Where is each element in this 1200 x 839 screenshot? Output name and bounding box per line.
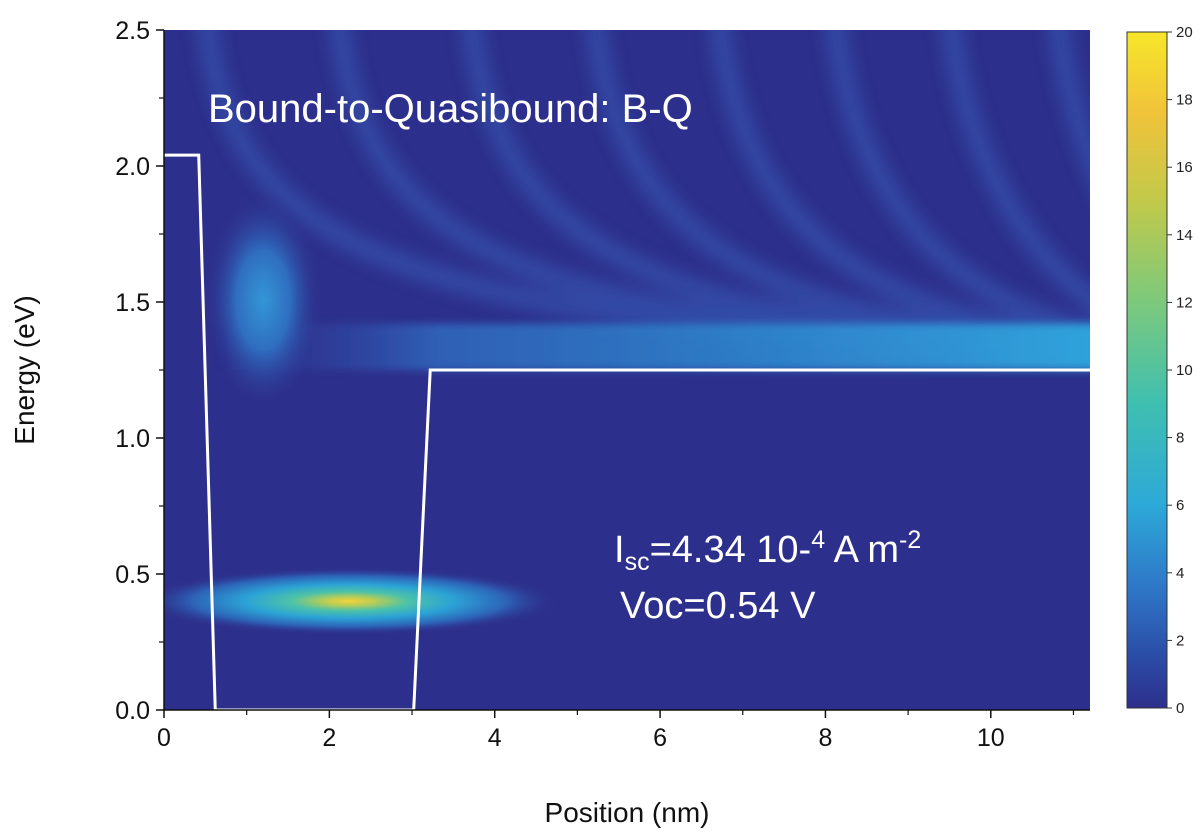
y-tick-label: 0.5 [115,561,150,589]
x-tick-label: 0 [157,724,171,752]
isc-value: =4.34 10- [650,529,812,571]
y-tick-label: 0.0 [115,697,150,725]
x-tick-label: 10 [977,724,1005,752]
colorbar-ticks: 0 2 4 6 8 10 12 14 16 18 20 [1167,24,1193,717]
x-tick-label: 6 [653,724,667,752]
intensity-field [164,30,1090,636]
colorbar-tick-label: 6 [1176,497,1184,514]
colorbar-tick-label: 4 [1176,565,1184,582]
isc-label: Isc=4.34 10-4 A m-2 [614,526,921,576]
x-tick-label: 8 [818,724,832,752]
x-axis-label: Position (nm) [545,797,710,828]
colorbar-tick-label: 0 [1176,700,1184,717]
x-ticks: 0 2 4 6 8 10 [157,710,1075,752]
x-tick-label: 4 [488,724,502,752]
voc-label: Voc=0.54 V [620,585,816,627]
y-axis-label: Energy (eV) [9,295,40,444]
y-ticks: 0.0 0.5 1.0 1.5 2.0 2.5 [115,17,164,725]
continuum-stripe [824,30,1090,344]
quasibound-state-peak [203,179,324,400]
isc-exponent: 4 [811,526,825,554]
mechanism-label: Bound-to-Quasibound: B-Q [208,87,693,131]
colorbar-tick-label: 12 [1176,294,1193,311]
bound-state-peak [164,567,560,636]
colorbar [1126,31,1168,709]
x-tick-label: 2 [322,724,336,752]
isc-unit: A m [825,529,899,571]
y-tick-label: 2.0 [115,153,150,181]
colorbar-tick-label: 2 [1176,632,1184,649]
isc-subscript: sc [625,548,650,576]
isc-unit-exponent: -2 [899,526,921,554]
y-tick-label: 2.5 [115,17,150,45]
colorbar-tick-label: 14 [1176,227,1193,244]
colorbar-tick-label: 20 [1176,24,1193,41]
y-tick-label: 1.0 [115,425,150,453]
colorbar-tick-label: 10 [1176,362,1193,379]
continuum-band [210,323,1090,370]
colorbar-tick-label: 8 [1176,430,1184,447]
isc-prefix: I [614,529,625,571]
continuum-stripe [1048,30,1090,185]
colorbar-tick-label: 18 [1176,92,1193,109]
y-tick-label: 1.5 [115,289,150,317]
continuum-stripe [940,30,1090,313]
colorbar-tick-label: 16 [1176,159,1193,176]
